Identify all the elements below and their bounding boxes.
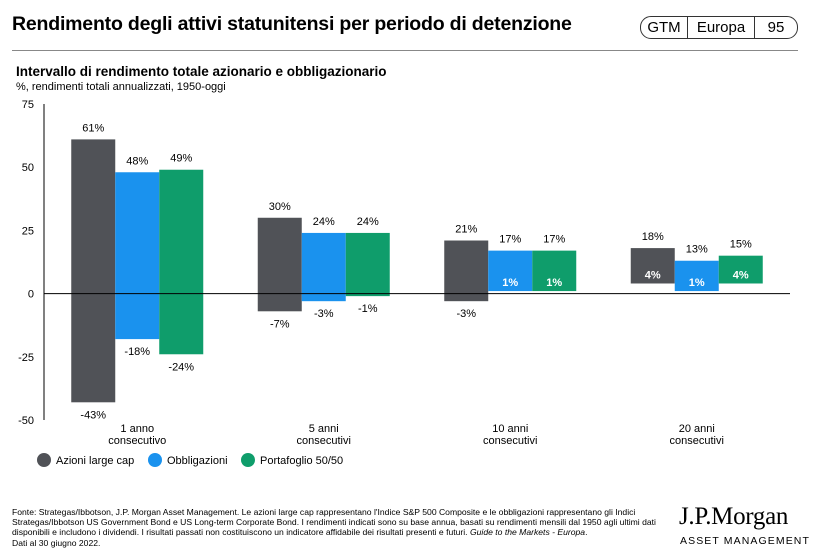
- badge-page-number: 95: [754, 17, 797, 38]
- bar-obbligazioni: [674, 260, 719, 292]
- footnote-guide: Guide to the Markets - Europa: [469, 527, 586, 538]
- bar-max-label: 61%: [82, 122, 104, 134]
- bar-min-label: 4%: [645, 269, 661, 281]
- category-label: 5 anni: [309, 423, 339, 435]
- bar-min-label: -43%: [80, 409, 106, 421]
- legend-marker: [37, 453, 51, 467]
- bar-portafoglio-50-50: [345, 232, 390, 297]
- category-label: consecutivo: [108, 435, 166, 447]
- category-label: 1 anno: [120, 423, 154, 435]
- legend-label: Azioni large cap: [56, 455, 134, 467]
- asset-management-logo-text: ASSET MANAGEMENT: [680, 535, 811, 547]
- bar-min-label: 4%: [733, 269, 749, 281]
- bar-min-label: -7%: [270, 318, 290, 330]
- category-label: consecutivi: [483, 435, 537, 447]
- chart-subtitle: %, rendimenti totali annualizzati, 1950-…: [16, 81, 226, 93]
- bar-min-label: -3%: [456, 308, 476, 320]
- page-title: Rendimento degli attivi statunitensi per…: [12, 13, 572, 35]
- bar-max-label: 13%: [686, 244, 708, 256]
- bar-portafoglio-50-50: [159, 169, 204, 355]
- bar-min-label: 1%: [689, 277, 705, 289]
- category-label: consecutivi: [670, 435, 724, 447]
- bar-obbligazioni: [115, 172, 160, 340]
- bar-max-label: 21%: [455, 224, 477, 236]
- header-divider: [12, 50, 798, 51]
- footnote-text: Fonte: Strategas/Ibbotson, J.P. Morgan A…: [12, 507, 656, 538]
- bar-min-label: -18%: [124, 346, 150, 358]
- bar-max-label: 24%: [357, 216, 379, 228]
- legend-label: Obbligazioni: [167, 455, 228, 467]
- bar-max-label: 17%: [499, 234, 521, 246]
- bar-portafoglio-50-50: [532, 250, 577, 292]
- bar-azioni-large-cap: [71, 139, 116, 403]
- bar-max-label: 15%: [730, 239, 752, 251]
- bar-max-label: 48%: [126, 155, 148, 167]
- bar-portafoglio-50-50: [718, 255, 763, 284]
- range-bar-chart: 75 50 25 0 -25 -50 61% -43% 48% -18% 49% -24% 1 anno…: [18, 99, 790, 467]
- y-tick-label: 0: [28, 289, 34, 301]
- bar-azioni-large-cap: [257, 217, 302, 312]
- bar-max-label: 24%: [313, 216, 335, 228]
- footnote: Fonte: Strategas/Ibbotson, J.P. Morgan A…: [12, 507, 672, 548]
- legend-marker: [148, 453, 162, 467]
- badge-gtm: GTM: [647, 19, 681, 36]
- jpmorgan-logo: J.P.Morgan: [679, 503, 789, 530]
- bar-max-label: 49%: [170, 153, 192, 165]
- badge-region: Europa: [687, 17, 754, 38]
- y-tick-label: -25: [18, 352, 34, 364]
- footnote-date: Dati al 30 giugno 2022.: [12, 537, 101, 548]
- bar-min-label: 1%: [502, 277, 518, 289]
- bar-max-label: 17%: [543, 234, 565, 246]
- bar-azioni-large-cap: [630, 248, 675, 284]
- y-tick-label: -50: [18, 415, 34, 427]
- bar-min-label: -1%: [358, 303, 378, 315]
- category-label: 20 anni: [679, 423, 715, 435]
- category-label: 10 anni: [492, 423, 528, 435]
- gtm-badge: GTM Europa 95: [640, 16, 798, 39]
- y-tick-label: 50: [22, 162, 34, 174]
- legend-marker: [241, 453, 255, 467]
- category-label: consecutivi: [297, 435, 351, 447]
- bar-max-label: 18%: [642, 231, 664, 243]
- y-tick-label: 25: [22, 225, 34, 237]
- bar-obbligazioni: [488, 250, 533, 292]
- y-tick-label: 75: [22, 99, 34, 111]
- footnote-guide-end: .: [585, 527, 588, 538]
- legend-label: Portafoglio 50/50: [260, 455, 343, 467]
- bar-obbligazioni: [301, 232, 346, 302]
- bar-min-label: 1%: [546, 277, 562, 289]
- bar-min-label: -3%: [314, 308, 334, 320]
- bar-min-label: -24%: [168, 361, 194, 373]
- bar-max-label: 30%: [269, 201, 291, 213]
- bar-azioni-large-cap: [444, 240, 489, 302]
- chart-title: Intervallo di rendimento totale azionari…: [16, 64, 387, 79]
